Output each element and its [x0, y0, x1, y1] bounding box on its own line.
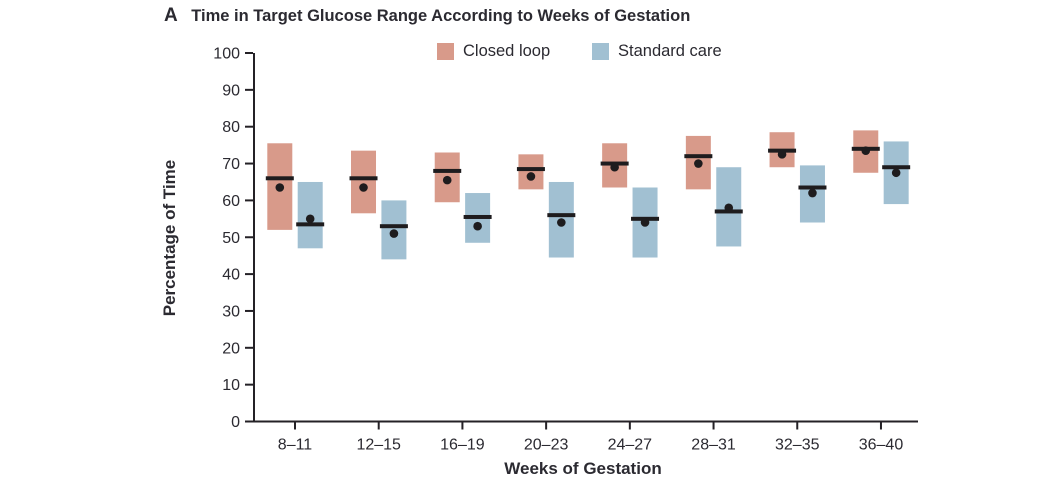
mean-dot-closed-loop [275, 183, 285, 192]
median-line-standard-care [296, 222, 325, 227]
iqr-box-closed-loop [518, 154, 544, 190]
mean-dot-closed-loop [694, 159, 703, 168]
iqr-box-closed-loop [351, 150, 377, 214]
mean-dot-standard-care [473, 221, 482, 231]
median-line-closed-loop [684, 154, 713, 159]
mean-dot-standard-care [305, 214, 315, 224]
y-tick-label: 100 [213, 46, 240, 63]
figure-header: A Time in Target Glucose Range According… [164, 5, 690, 27]
mean-dot-standard-care [640, 218, 650, 227]
mean-dot-closed-loop [526, 172, 536, 181]
x-tick-label: 32–35 [775, 437, 820, 454]
median-line-standard-care [379, 224, 408, 229]
median-line-standard-care [882, 165, 911, 170]
median-line-closed-loop [349, 176, 378, 181]
panel-label: A [164, 5, 179, 26]
y-tick-label: 10 [222, 377, 240, 394]
y-tick-label: 0 [231, 414, 240, 431]
legend-label-closed-loop: Closed loop [463, 41, 551, 60]
x-tick-label: 16–19 [440, 437, 485, 454]
legend-item-standard-care: Standard care [592, 41, 722, 61]
mean-dot-standard-care [389, 229, 399, 238]
legend-label-standard-care: Standard care [618, 41, 722, 60]
median-line-closed-loop [433, 168, 462, 173]
x-tick-label: 28–31 [691, 437, 736, 454]
median-line-closed-loop [265, 176, 294, 181]
x-tick-label: 24–27 [608, 437, 653, 454]
y-tick-label: 60 [222, 193, 240, 210]
mean-dot-closed-loop [442, 175, 452, 185]
y-tick-label: 40 [222, 267, 240, 284]
x-tick-label: 12–15 [356, 437, 401, 454]
x-tick-label: 8–11 [278, 437, 313, 454]
y-tick-label: 30 [222, 303, 240, 320]
y-tick-label: 80 [222, 119, 240, 136]
mean-dot-closed-loop [861, 146, 871, 155]
closed-loop-swatch [437, 42, 454, 60]
x-axis-title: Weeks of Gestation [504, 459, 662, 478]
mean-dot-standard-care [557, 218, 566, 227]
mean-dot-closed-loop [610, 162, 619, 172]
y-tick-label: 50 [222, 230, 240, 247]
mean-dot-closed-loop [359, 183, 368, 192]
standard-care-swatch [592, 42, 609, 60]
median-line-standard-care [547, 213, 576, 218]
x-tick-label: 36–40 [859, 437, 904, 454]
y-tick-label: 90 [222, 82, 240, 99]
mean-dot-standard-care [724, 203, 734, 213]
median-line-closed-loop [516, 167, 545, 172]
figure-title: Time in Target Glucose Range According t… [191, 7, 691, 25]
mean-dot-closed-loop [777, 150, 787, 159]
mean-dot-standard-care [891, 168, 901, 178]
y-tick-label: 70 [222, 156, 240, 173]
mean-dot-standard-care [808, 188, 817, 198]
legend-item-closed-loop: Closed loop [437, 41, 550, 61]
median-line-standard-care [463, 214, 492, 219]
x-tick-label: 20–23 [524, 437, 569, 454]
y-tick-label: 20 [222, 340, 240, 357]
median-line-standard-care [798, 185, 827, 190]
